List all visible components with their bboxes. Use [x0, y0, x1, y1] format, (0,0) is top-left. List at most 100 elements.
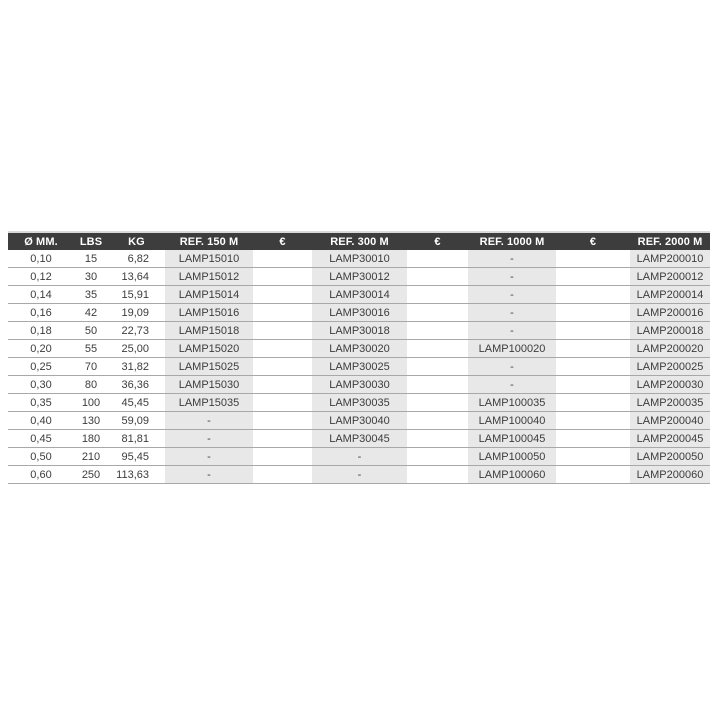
- cell-ref1000: -: [468, 285, 556, 304]
- cell-eur1000: [556, 250, 630, 268]
- cell-ref1000: LAMP100060: [468, 465, 556, 484]
- cell-ref2000: LAMP200016: [630, 303, 710, 322]
- cell-eur300: [407, 267, 468, 286]
- table-header: Ø MM. LBS KG REF. 150 M € REF. 300 M € REF. 100…: [8, 232, 710, 250]
- cell-ref300: LAMP30025: [312, 357, 407, 376]
- cell-ref300: -: [312, 447, 407, 466]
- table-row: 0,60 250 113,63- - LAMP100060 LAMP200060: [8, 465, 710, 484]
- cell-ref150: LAMP15035: [165, 393, 253, 412]
- cell-eur150: [253, 429, 312, 448]
- cell-kg: 13,64: [108, 267, 165, 286]
- cell-ref1000: -: [468, 375, 556, 394]
- cell-eur300: [407, 465, 468, 484]
- col-header-ref1000: REF. 1000 M: [468, 232, 556, 250]
- cell-ref300: LAMP30012: [312, 267, 407, 286]
- cell-ref2000: LAMP200050: [630, 447, 710, 466]
- cell-eur1000: [556, 357, 630, 376]
- table-row: 0,30 80 36,36 LAMP15030 LAMP30030 - LAMP200030: [8, 375, 710, 394]
- cell-eur300: [407, 250, 468, 268]
- cell-eur1000: [556, 429, 630, 448]
- cell-ref1000: LAMP100020: [468, 339, 556, 358]
- table-row: 0,20 55 25,00 LAMP15020 LAMP30020 LAMP100020 L…: [8, 339, 710, 358]
- cell-eur1000: [556, 339, 630, 358]
- cell-lbs: 35: [74, 285, 108, 304]
- cell-ref1000: LAMP100035: [468, 393, 556, 412]
- cell-ref300: LAMP30020: [312, 339, 407, 358]
- cell-eur150: [253, 447, 312, 466]
- cell-ref150: -: [165, 447, 253, 466]
- cell-kg: 6,82: [127, 252, 149, 265]
- table-row: 0,25 70 31,82 LAMP15025 LAMP30025 - LAMP200025: [8, 357, 710, 376]
- cell-eur300: [407, 375, 468, 394]
- cell-eur150: [253, 321, 312, 340]
- cell-eur150: [253, 357, 312, 376]
- cell-ref150: LAMP15030: [165, 375, 253, 394]
- cell-eur1000: [556, 411, 630, 430]
- cell-diameter: 0,20: [8, 339, 74, 358]
- cell-ref150: LAMP15018: [165, 321, 253, 340]
- cell-eur1000: [556, 303, 630, 322]
- cell-eur1000: [556, 375, 630, 394]
- cell-ref1000: LAMP100050: [468, 447, 556, 466]
- cell-lbs: 100: [74, 393, 108, 412]
- cell-diameter: 0,60: [8, 465, 74, 484]
- cell-ref1000: LAMP100040: [468, 411, 556, 430]
- table-body: 0,10 15 6,82 LAMP15010 LAMP30010- LAMP200010 0…: [8, 250, 710, 484]
- cell-ref300: LAMP30045: [312, 429, 407, 448]
- cell-ref300: LAMP30040: [312, 411, 407, 430]
- cell-kg: 45,45: [108, 393, 165, 412]
- cell-ref1000: -: [468, 250, 556, 268]
- cell-diameter: 0,18: [8, 321, 74, 340]
- cell-diameter: 0,10: [30, 252, 52, 265]
- cell-eur300: [407, 339, 468, 358]
- cell-lbs: 55: [74, 339, 108, 358]
- cell-ref300: LAMP30016: [312, 303, 407, 322]
- cell-ref1000: LAMP100045: [468, 429, 556, 448]
- col-header-ref150: REF. 150 M: [165, 232, 253, 250]
- cell-diameter: 0,14: [8, 285, 74, 304]
- cell-lbs: 30: [74, 267, 108, 286]
- cell-diameter: 0,35: [8, 393, 74, 412]
- cell-ref2000: LAMP200035: [630, 393, 710, 412]
- table-row: 0,45 180 81,81- LAMP30045 LAMP100045 LAMP2000…: [8, 429, 710, 448]
- cell-eur150: [253, 411, 312, 430]
- cell-ref2000: LAMP200040: [630, 411, 710, 430]
- cell-eur300: [407, 447, 468, 466]
- cell-ref150: LAMP15012: [165, 267, 253, 286]
- cell-ref2000: LAMP200060: [630, 465, 710, 484]
- cell-eur300: [407, 429, 468, 448]
- col-header-diameter: Ø MM.: [8, 232, 74, 250]
- cell-lbs: 210: [74, 447, 108, 466]
- cell-lbs: 130: [74, 411, 108, 430]
- cell-eur1000: [556, 321, 630, 340]
- cell-lbs: 80: [74, 375, 108, 394]
- table-row: 0,14 35 15,91 LAMP15014 LAMP30014 - LAMP200014: [8, 285, 710, 304]
- col-header-ref300: REF. 300 M: [312, 232, 407, 250]
- cell-eur150: [253, 303, 312, 322]
- cell-diameter: 0,12: [8, 267, 74, 286]
- cell-diameter: 0,45: [8, 429, 74, 448]
- cell-diameter: 0,30: [8, 375, 74, 394]
- cell-ref150: LAMP15014: [165, 285, 253, 304]
- cell-ref300: -: [312, 465, 407, 484]
- cell-ref2000: LAMP200012: [630, 267, 710, 286]
- table-row: 0,18 50 22,73 LAMP15018 LAMP30018 - LAMP200018: [8, 321, 710, 340]
- cell-kg: 15,91: [108, 285, 165, 304]
- cell-ref150: LAMP15025: [165, 357, 253, 376]
- cell-ref1000: -: [468, 357, 556, 376]
- cell-eur300: [407, 303, 468, 322]
- cell-lbs: 15: [84, 252, 98, 265]
- cell-ref150: LAMP15020: [165, 339, 253, 358]
- cell-ref2000: LAMP200045: [630, 429, 710, 448]
- table-row: 0,40 130 59,09- LAMP30040 LAMP100040 LAMP2000…: [8, 411, 710, 430]
- cell-eur150: [253, 375, 312, 394]
- table-row: 0,35 100 45,45 LAMP15035 LAMP30035 LAMP100035…: [8, 393, 710, 412]
- cell-kg: 19,09: [108, 303, 165, 322]
- cell-kg: 95,45: [108, 447, 165, 466]
- cell-ref2000: LAMP200030: [630, 375, 710, 394]
- cell-eur300: [407, 285, 468, 304]
- cell-kg: 59,09: [108, 411, 165, 430]
- cell-lbs: 250: [74, 465, 108, 484]
- cell-lbs: 50: [74, 321, 108, 340]
- cell-diameter: 0,50: [8, 447, 74, 466]
